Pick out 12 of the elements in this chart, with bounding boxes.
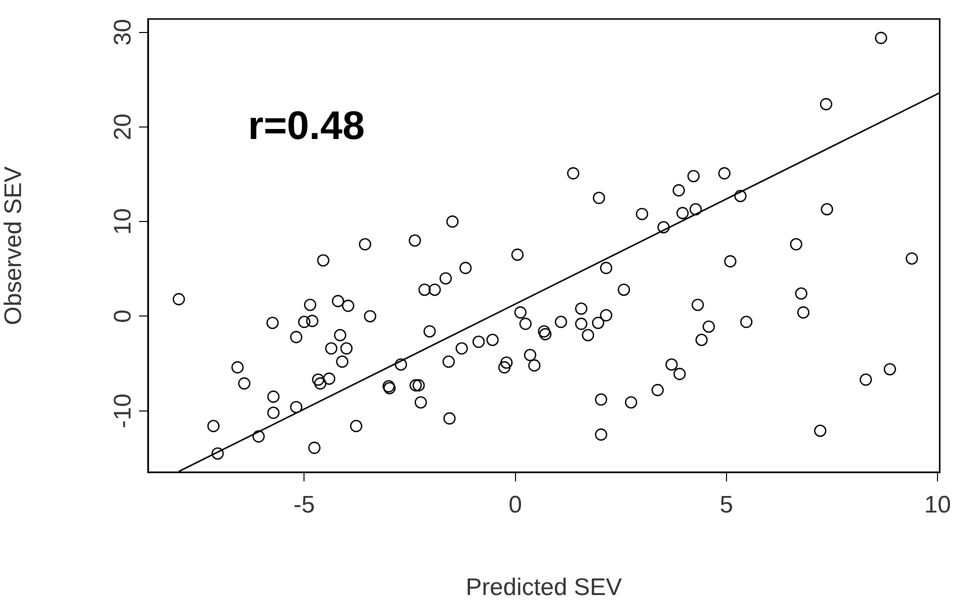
x-axis-title: Predicted SEV [466,574,622,602]
x-tick-label: 10 [924,491,951,518]
y-tick-label: -10 [110,394,137,428]
x-tick-label: 0 [508,491,522,518]
x-tick-label: -5 [294,491,315,518]
annotation: r=0.48 [248,104,365,149]
y-tick-label: 10 [110,208,137,235]
y-tick-label: 20 [110,114,137,140]
x-tick-label: 5 [720,491,734,518]
y-tick-label: 0 [110,310,137,323]
y-tick-label: 30 [110,18,137,46]
y-axis-title: Observed SEV [0,166,28,326]
